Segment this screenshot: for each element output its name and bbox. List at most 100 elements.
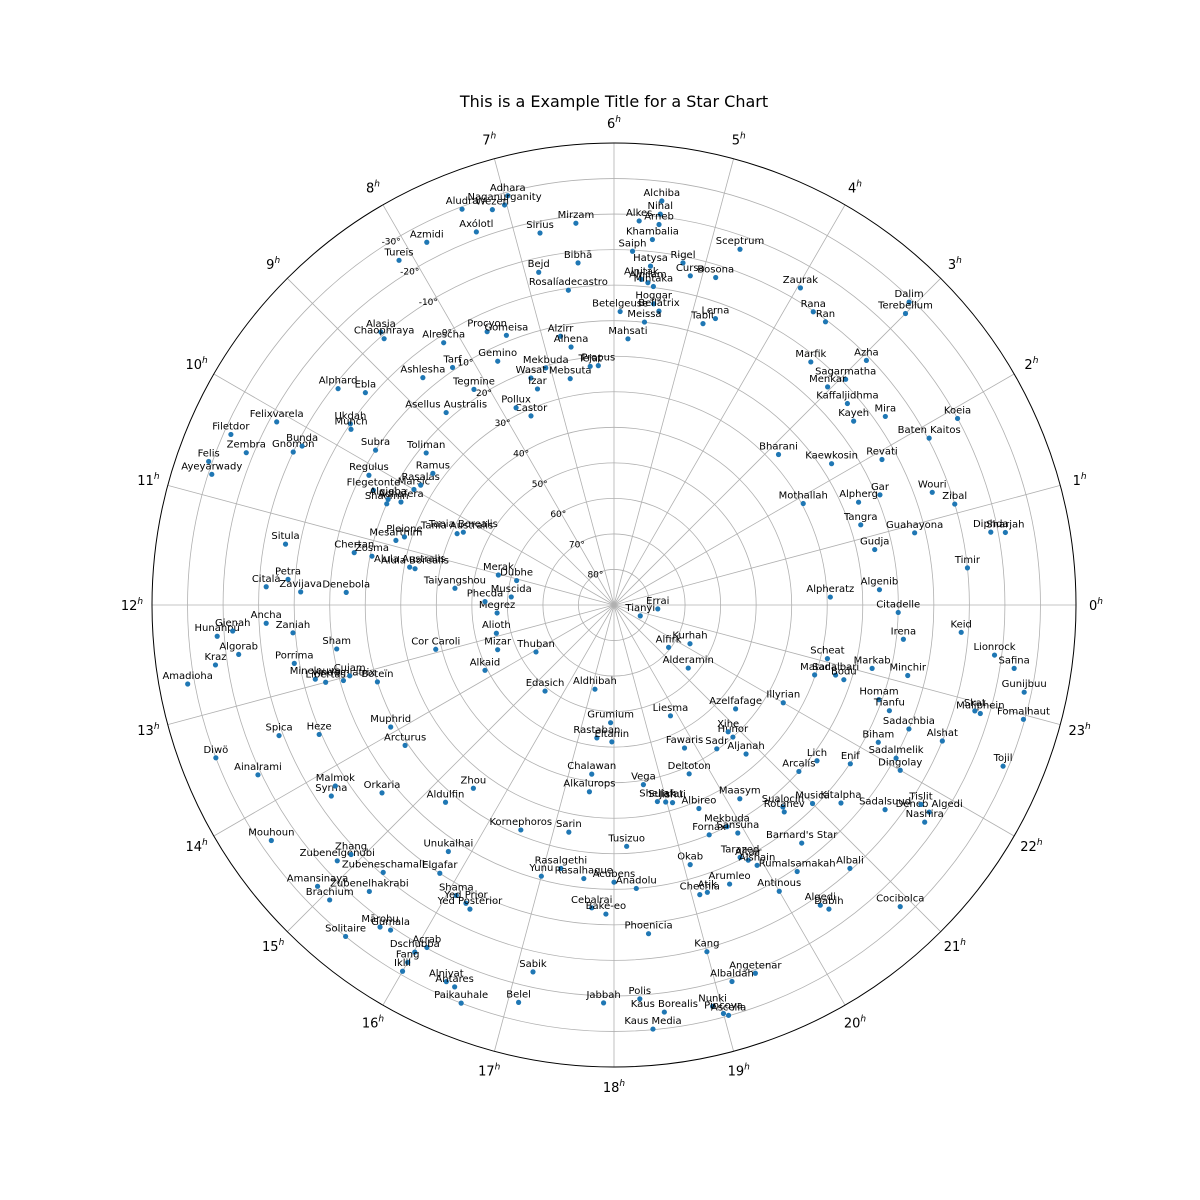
star-marker xyxy=(228,431,234,438)
star-marker xyxy=(886,708,892,714)
star-marker xyxy=(893,755,899,761)
star-label: Rigel xyxy=(670,250,695,261)
ra-grid-line xyxy=(613,278,941,606)
star-label: Arneb xyxy=(644,211,674,222)
star-label: Tusizuo xyxy=(607,833,645,844)
star-label: Kurhah xyxy=(672,631,707,642)
star-marker xyxy=(636,218,642,224)
star-label: Dalim xyxy=(895,289,924,300)
star-marker xyxy=(780,700,786,706)
star-marker xyxy=(654,798,660,805)
star-label: Vindemiatrix xyxy=(312,668,376,679)
star-marker xyxy=(420,375,426,381)
star-label: Mebsuta xyxy=(549,366,592,377)
star-label: Fawaris xyxy=(666,735,703,746)
star-marker xyxy=(518,827,524,833)
star-label: Bharani xyxy=(759,442,798,453)
star-label: Adhafera xyxy=(378,489,423,500)
star-label: Barnard's Star xyxy=(766,830,838,841)
star-label: Yed Posterior xyxy=(437,896,504,907)
star-marker xyxy=(268,837,274,844)
star-marker xyxy=(387,927,394,933)
star-marker xyxy=(656,221,662,228)
star-label: Albali xyxy=(836,855,864,866)
star-marker xyxy=(328,793,334,799)
star-label: Cocibolca xyxy=(876,894,924,905)
star-marker xyxy=(454,531,460,537)
dec-tick-label: 20° xyxy=(476,389,492,399)
star-label: Chalawan xyxy=(567,761,616,772)
star-label: Marsic xyxy=(398,477,430,488)
star-label: Grumium xyxy=(587,710,634,721)
star-marker xyxy=(600,1000,607,1006)
ra-tick-label: 14h xyxy=(185,838,208,855)
star-label: Gnomon xyxy=(272,439,314,450)
star-marker xyxy=(726,881,733,887)
star-label: Alnilam xyxy=(629,270,666,281)
star-label: Ancha xyxy=(251,610,282,621)
star-label: Kang xyxy=(694,939,719,950)
star-label: Tojil xyxy=(993,753,1013,764)
star-marker xyxy=(290,630,296,636)
star-marker xyxy=(824,656,831,662)
star-marker xyxy=(877,492,883,498)
star-label: Heze xyxy=(307,721,332,732)
star-marker xyxy=(402,742,408,748)
star-marker xyxy=(733,706,739,712)
star-marker xyxy=(858,522,864,528)
star-label: Eltanin xyxy=(595,729,630,740)
star-marker xyxy=(388,724,394,730)
star-label: Unukalhai xyxy=(423,839,473,850)
star-marker xyxy=(489,207,495,213)
star-marker xyxy=(482,599,488,605)
star-marker xyxy=(687,273,693,279)
star-label: Antares xyxy=(435,974,473,985)
star-marker xyxy=(1000,763,1006,769)
star-label: Mekbuda xyxy=(704,814,750,825)
star-marker xyxy=(876,697,882,703)
star-label: Tarf xyxy=(442,354,462,365)
star-label: Menkar xyxy=(809,374,847,385)
dec-tick-label: -10° xyxy=(419,298,438,308)
star-marker xyxy=(939,738,945,744)
star-marker xyxy=(882,413,888,420)
star-label: Rastaban xyxy=(573,725,620,736)
star-label: Ainalrami xyxy=(234,762,282,773)
star-label: Pincoya xyxy=(704,1000,743,1011)
star-label: Diphda xyxy=(973,519,1009,530)
star-marker xyxy=(706,832,712,838)
star-marker xyxy=(637,996,643,1002)
star-marker xyxy=(482,667,488,673)
star-label: Wouri xyxy=(918,479,947,490)
star-marker xyxy=(659,198,665,204)
star-label: Maasym xyxy=(719,786,761,797)
star-marker xyxy=(725,1012,732,1018)
star-label: Azha xyxy=(854,347,879,358)
star-marker xyxy=(452,984,458,990)
star-label: Alphard xyxy=(319,376,358,387)
star-label: Marfik xyxy=(795,349,826,360)
star-label: Rana xyxy=(801,299,826,310)
star-marker xyxy=(954,415,961,422)
star-marker xyxy=(637,613,643,619)
star-marker xyxy=(501,202,508,208)
star-marker xyxy=(608,720,614,726)
star-label: Albaldah xyxy=(710,968,754,979)
star-label: Tarazed xyxy=(720,844,760,855)
star-label: Minchir xyxy=(889,663,926,674)
star-label: Algieba xyxy=(369,486,406,497)
ra-tick-label: 3h xyxy=(948,256,962,273)
star-marker xyxy=(396,257,402,263)
star-label: Tabit xyxy=(690,311,715,322)
star-marker xyxy=(589,905,595,911)
star-label: Muscida xyxy=(491,584,532,595)
star-label: Sceptrum xyxy=(716,236,764,247)
star-marker xyxy=(282,541,289,547)
star-marker xyxy=(372,447,379,453)
star-marker xyxy=(833,672,839,678)
star-label: Wasat xyxy=(516,365,547,376)
star-label: Tureis xyxy=(384,247,414,258)
star-marker xyxy=(827,594,833,600)
star-label: Ukdah xyxy=(334,411,366,422)
